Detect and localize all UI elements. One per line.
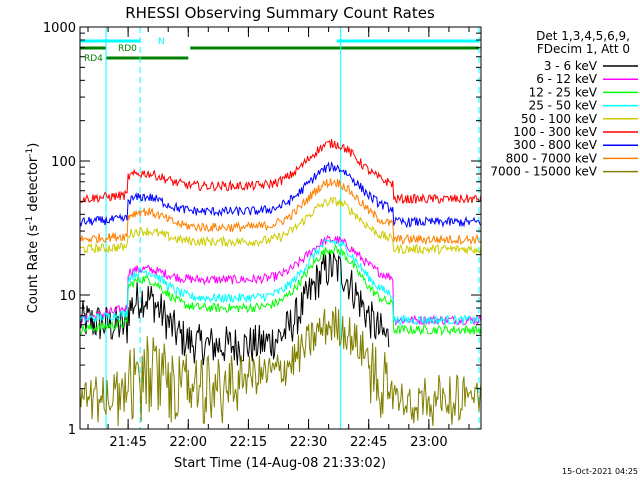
series-line: [79, 235, 482, 327]
chart-title: RHESSI Observing Summary Count Rates: [125, 4, 435, 22]
flag-rd0-label: RD0: [118, 44, 137, 54]
legend-label: 25 - 50 keV: [529, 99, 598, 113]
legend-header-2: FDecim 1, Att 0: [537, 42, 630, 56]
y-axis-label: Count Rate (s-1 detector-1): [25, 143, 41, 314]
legend-label: 50 - 100 keV: [521, 112, 598, 126]
flag-rd4-label: RD4: [84, 54, 103, 64]
series-line: [79, 251, 390, 366]
series-line: [79, 306, 482, 427]
footer-date: 15-Oct-2021 04:25: [562, 467, 638, 476]
x-axis-label: Start Time (14-Aug-08 21:33:02): [174, 456, 386, 471]
legend-label: 6 - 12 keV: [536, 72, 598, 86]
legend-label: 100 - 300 keV: [513, 125, 597, 139]
legend-label: 12 - 25 keV: [529, 85, 598, 99]
y-tick-label: 10: [59, 289, 76, 304]
flag-n-label: N: [158, 37, 165, 47]
plot-frame: [79, 26, 482, 430]
series-line: [79, 238, 482, 326]
x-tick-label: 23:00: [410, 435, 447, 450]
legend-label: 800 - 7000 keV: [506, 151, 598, 165]
legend-label: 7000 - 15000 keV: [490, 165, 597, 179]
x-tick-label: 22:45: [350, 435, 387, 450]
y-tick-label: 1000: [43, 21, 76, 36]
legend-label: 300 - 800 keV: [513, 138, 597, 152]
series-line: [79, 196, 482, 256]
series-line: [79, 178, 482, 246]
series-line: [79, 161, 482, 229]
x-tick-label: 21:45: [109, 435, 146, 450]
y-tick-label: 100: [51, 155, 76, 170]
x-tick-label: 22:00: [170, 435, 207, 450]
x-tick-label: 22:30: [290, 435, 327, 450]
series-line: [79, 138, 482, 205]
legend-header-1: Det 1,3,4,5,6,9,: [536, 29, 630, 43]
x-tick-label: 22:15: [230, 435, 267, 450]
y-tick-label: 1: [68, 423, 76, 438]
legend-label: 3 - 6 keV: [544, 59, 598, 73]
